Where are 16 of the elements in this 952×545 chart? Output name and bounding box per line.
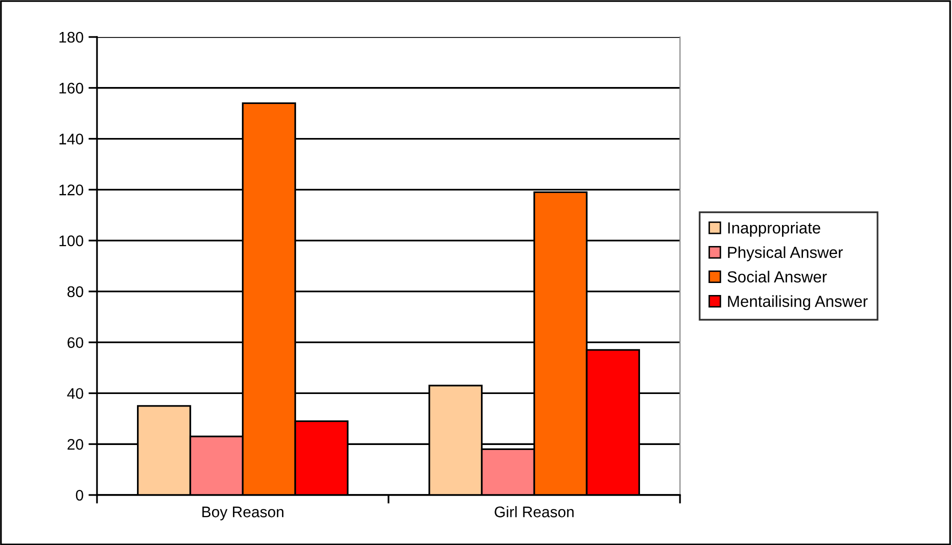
y-tick-label: 180 [59,32,84,43]
y-tick-label: 80 [67,286,84,298]
legend-label: Physical Answer [728,246,843,262]
y-tick-label: 20 [68,438,84,450]
y-tick-label: 140 [59,134,84,144]
legend-label: Mentailising Answer [728,295,868,310]
y-tick-label: 40 [67,388,84,399]
legend-label: Inappropriate [728,222,820,237]
x-tick-label: Girl Reason [494,506,574,518]
y-tick-label: 120 [59,184,84,196]
legend-label: Social Answer [728,270,827,283]
x-tick-label: Boy Reason [202,506,284,520]
y-tick-label: 160 [59,82,84,94]
y-tick-label: 60 [68,337,84,348]
y-tick-label: 100 [59,235,84,246]
y-tick-label: 0 [76,490,84,501]
